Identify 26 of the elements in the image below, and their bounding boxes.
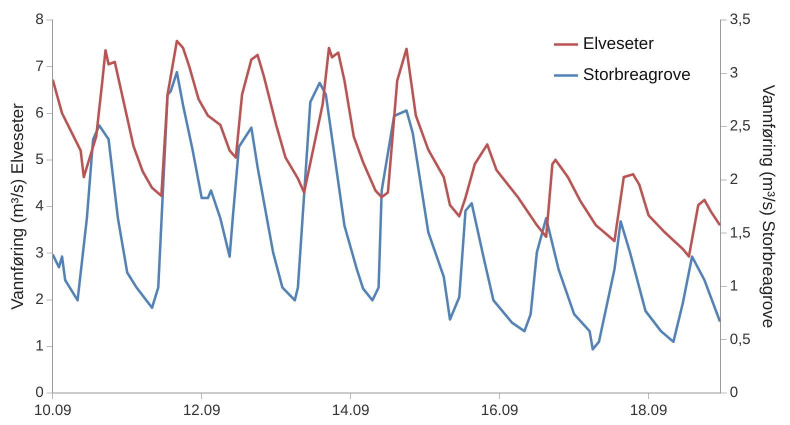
x-tick-label: 16.09 xyxy=(480,402,518,420)
y-tick-label: 5 xyxy=(35,151,44,168)
y-axis-title: Vannføring (m³/s) Elveseter xyxy=(8,102,27,310)
x-tick-label: 12.09 xyxy=(182,402,220,420)
y2-tick-label: 3 xyxy=(730,64,738,82)
y2-tick-label: 3,5 xyxy=(730,11,751,28)
y-tick-label: 6 xyxy=(35,104,44,122)
y-tick-label: 0 xyxy=(35,384,44,402)
y-tick-label: 1 xyxy=(35,338,44,355)
y2-tick-label: 2 xyxy=(730,171,738,188)
y-tick-label: 8 xyxy=(35,11,44,28)
y2-tick-label: 1 xyxy=(730,278,738,295)
x-tick-label: 10.09 xyxy=(34,402,72,420)
x-tick-label: 18.09 xyxy=(630,402,668,420)
legend-label: Storbreagrove xyxy=(583,65,691,84)
y2-axis-title: Vannføring (m³/s) Storbreagrove xyxy=(759,84,778,328)
y-tick-label: 7 xyxy=(35,58,44,75)
y2-tick-label: 0,5 xyxy=(730,330,751,348)
legend-label: Elveseter xyxy=(583,34,654,54)
x-tick-label: 14.09 xyxy=(332,402,370,420)
y-tick-label: 4 xyxy=(35,198,44,215)
y-tick-label: 2 xyxy=(35,290,44,308)
y-tick-label: 3 xyxy=(35,244,44,262)
y2-tick-label: 2,5 xyxy=(730,118,751,135)
y2-tick-label: 0 xyxy=(730,384,738,402)
y2-tick-label: 1,5 xyxy=(730,224,751,242)
